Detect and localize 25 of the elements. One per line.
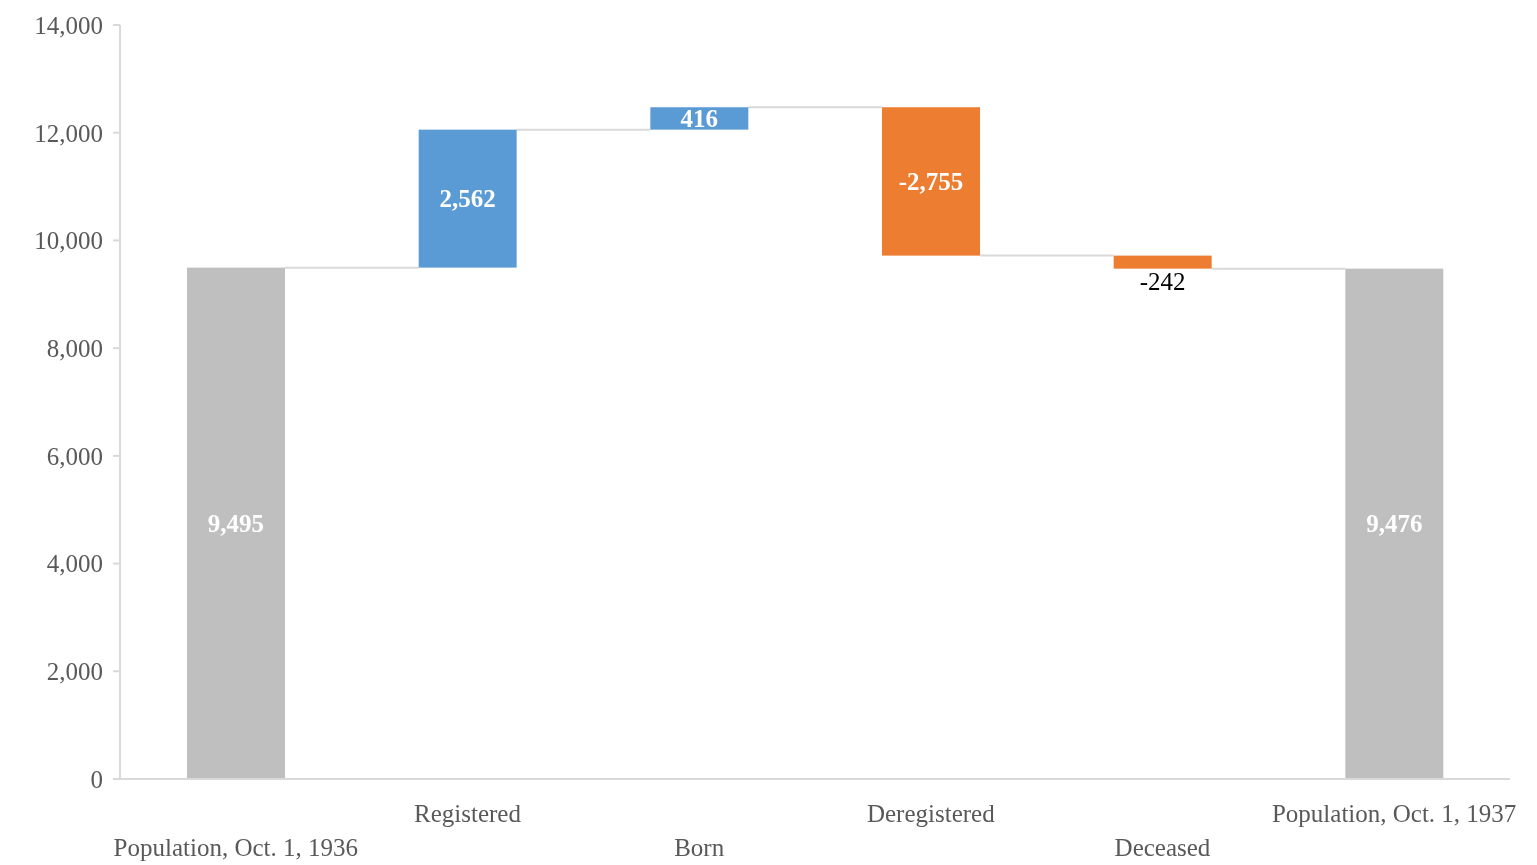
x-tick-label: Population, Oct. 1, 1936	[113, 833, 359, 861]
data-label: -242	[1139, 268, 1186, 296]
bar	[418, 129, 517, 268]
x-tick-label: Registered	[414, 799, 522, 827]
y-tick-label: 0	[90, 765, 103, 793]
bar	[1345, 268, 1444, 779]
y-tick-label: 14,000	[34, 11, 103, 39]
x-tick-label: Deregistered	[866, 799, 996, 827]
data-label: 416	[680, 104, 719, 132]
y-tick-label: 8,000	[46, 335, 103, 363]
y-tick-label: 2,000	[46, 658, 103, 686]
y-tick-label: 6,000	[46, 442, 103, 470]
data-label: 2,562	[439, 185, 496, 213]
x-tick-label: Population, Oct. 1, 1937	[1271, 799, 1517, 827]
y-tick-label: 10,000	[34, 227, 103, 255]
x-tick-label: Deceased	[1114, 833, 1211, 861]
bar	[187, 267, 285, 779]
data-label: 9,476	[1366, 510, 1423, 538]
data-label: 9,495	[207, 509, 265, 537]
y-tick-label: 4,000	[46, 550, 103, 578]
y-tick-label: 12,000	[34, 119, 103, 147]
bar	[1113, 255, 1212, 269]
x-tick-label: Born	[674, 833, 725, 861]
data-label: -2,755	[898, 167, 964, 195]
bar	[882, 107, 980, 256]
